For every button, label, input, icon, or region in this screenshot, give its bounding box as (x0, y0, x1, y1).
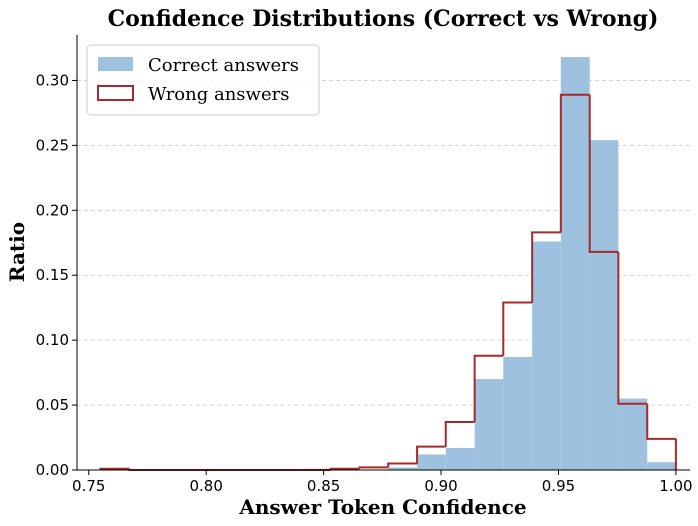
step-wrong (646, 403, 676, 440)
correct-series (302, 57, 676, 471)
y-tick-label: 0.10 (36, 331, 69, 349)
step-wrong (358, 466, 389, 469)
x-axis-label: Answer Token Confidence (238, 495, 526, 519)
x-tick-label: 1.00 (659, 477, 692, 495)
step-wrong (387, 462, 418, 468)
step-wrong (473, 354, 504, 422)
bar-correct (417, 454, 446, 470)
y-tick-label: 0.25 (36, 136, 69, 154)
bar-correct (618, 398, 648, 470)
step-wrong (444, 420, 475, 447)
x-tick-label: 0.85 (307, 477, 340, 495)
y-tick-label: 0.30 (36, 71, 69, 89)
y-tick-label: 0.00 (36, 461, 69, 479)
legend-box (86, 44, 320, 116)
step-wrong (617, 251, 648, 405)
bar-correct (532, 241, 561, 470)
x-tick-label: 0.95 (542, 477, 575, 495)
x-tick-label: 0.80 (189, 477, 222, 495)
axes (76, 35, 690, 471)
x-tick-label: 0.75 (72, 477, 105, 495)
legend-label-correct: Correct answers (148, 55, 299, 76)
x-tick-label: 0.90 (424, 477, 457, 495)
bar-correct (445, 447, 475, 470)
y-ticks: 0.00 0.05 0.10 0.15 0.20 0.25 0.30 (36, 71, 77, 479)
bar-correct (388, 467, 418, 470)
y-tick-label: 0.20 (36, 201, 69, 219)
x-ticks: 0.75 0.80 0.85 0.90 0.95 1.00 (72, 470, 693, 495)
legend-swatch-correct (98, 57, 133, 71)
legend: Correct answers Wrong answers (86, 44, 320, 116)
step-wrong (588, 94, 619, 253)
bar-correct (474, 379, 504, 470)
bar-correct (560, 57, 590, 471)
legend-swatch-wrong (97, 85, 134, 101)
step-wrong (531, 231, 561, 303)
chart-title: Confidence Distributions (Correct vs Wro… (108, 6, 659, 32)
y-tick-label: 0.15 (36, 266, 69, 284)
bar-correct (503, 357, 533, 470)
step-wrong (502, 301, 533, 356)
y-tick-label: 0.05 (36, 396, 69, 414)
step-wrong (416, 445, 446, 464)
y-axis-label: Ratio (5, 222, 29, 282)
step-wrong (559, 93, 590, 233)
legend-label-wrong: Wrong answers (148, 84, 289, 105)
bar-correct (589, 140, 619, 470)
bar-correct (647, 462, 676, 470)
